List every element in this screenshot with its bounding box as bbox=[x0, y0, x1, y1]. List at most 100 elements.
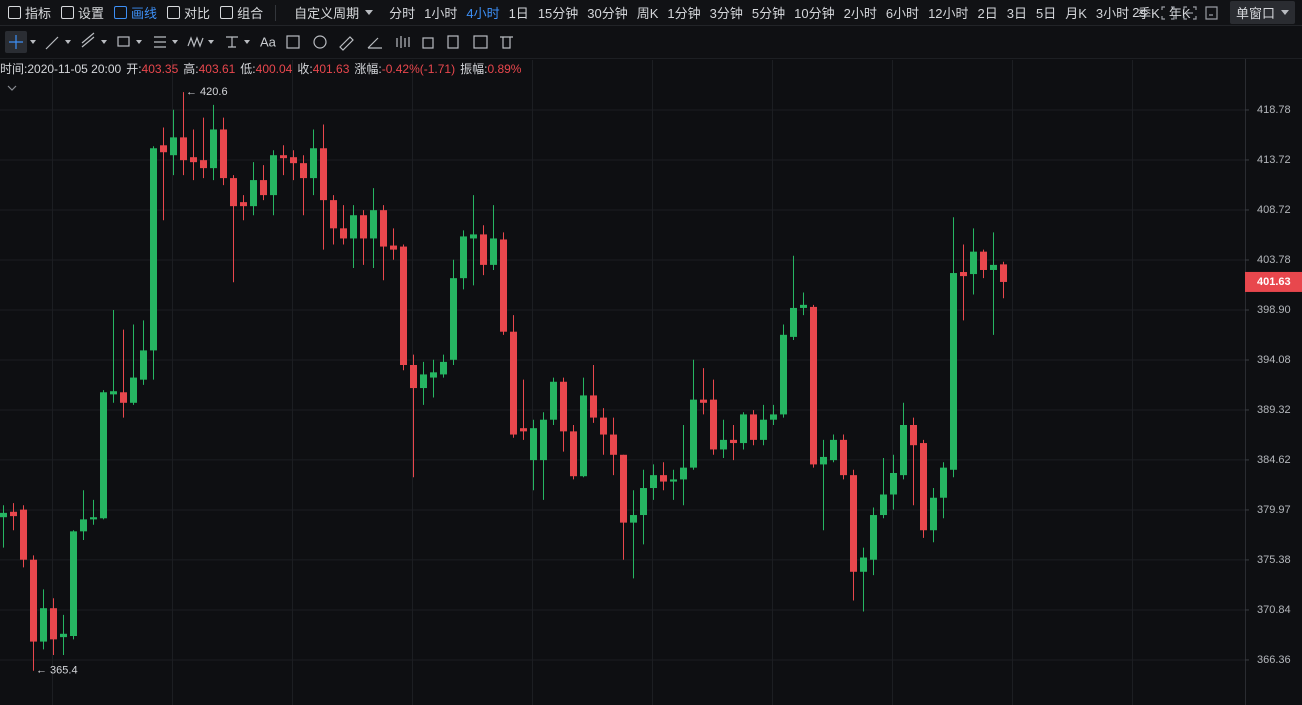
menu-item[interactable]: 对比 bbox=[167, 3, 210, 22]
period[interactable]: 6小时 bbox=[885, 6, 920, 21]
candle-body bbox=[700, 399, 707, 403]
candle-body bbox=[720, 439, 727, 450]
menu-icon bbox=[220, 6, 234, 19]
period[interactable]: 10分钟 bbox=[794, 6, 835, 21]
candle-body bbox=[320, 148, 327, 201]
candle-body bbox=[400, 246, 407, 366]
period[interactable]: 5日 bbox=[1036, 6, 1057, 21]
candle-body bbox=[920, 443, 927, 531]
period[interactable]: 季K bbox=[1138, 6, 1160, 21]
period[interactable]: 月K bbox=[1065, 6, 1087, 21]
candle-body bbox=[410, 365, 417, 389]
candle-body bbox=[610, 434, 617, 455]
max-annotation: ← 420.6 bbox=[186, 86, 228, 98]
period[interactable]: 分时 bbox=[389, 6, 416, 21]
collapse-chevron[interactable] bbox=[7, 85, 17, 91]
menu-item[interactable]: 设置 bbox=[61, 3, 104, 22]
candle-body bbox=[840, 439, 847, 476]
candle-body bbox=[880, 494, 887, 516]
magnet-tool[interactable] bbox=[313, 35, 327, 49]
period[interactable]: 周K bbox=[636, 6, 659, 21]
candle-body bbox=[580, 395, 587, 477]
candle-body bbox=[210, 129, 217, 169]
min-annotation: ← 365.4 bbox=[36, 665, 78, 677]
dropdown-caret bbox=[1281, 10, 1289, 15]
ruler-tool[interactable] bbox=[339, 36, 354, 51]
candle-body bbox=[150, 148, 157, 351]
custom-period[interactable]: 自定义周期 bbox=[294, 3, 374, 22]
fullscreen-icon[interactable] bbox=[1161, 5, 1175, 20]
candle-body bbox=[120, 392, 127, 403]
menu-icon bbox=[61, 6, 75, 19]
window-icon[interactable] bbox=[1205, 5, 1218, 20]
candle-body bbox=[270, 155, 277, 196]
period[interactable]: 30分钟 bbox=[587, 6, 628, 21]
menu-item[interactable]: 画线 bbox=[114, 3, 157, 22]
candle-body bbox=[260, 180, 267, 196]
period[interactable]: 3分钟 bbox=[709, 6, 743, 21]
candle-body bbox=[100, 392, 107, 519]
menu-icon bbox=[167, 6, 181, 19]
period[interactable]: 1分钟 bbox=[667, 6, 701, 21]
fib-tool[interactable] bbox=[154, 36, 166, 48]
line-tool[interactable] bbox=[45, 36, 59, 50]
text-tool[interactable]: Aa bbox=[260, 34, 277, 49]
menu-item[interactable]: 指标 bbox=[8, 3, 51, 22]
period[interactable]: 15分钟 bbox=[537, 6, 579, 21]
y-tick-label: 408.72 bbox=[1257, 204, 1291, 216]
y-tick-label: 403.78 bbox=[1257, 254, 1291, 266]
period[interactable]: 2日 bbox=[977, 6, 998, 21]
delete-tool[interactable] bbox=[500, 36, 513, 49]
top-menu-bar: 指标 设置 画线 对比 组合 自定义周期 分时 1小时 4小时 1日 15分钟 30分钟 周K 1分钟… bbox=[0, 0, 1302, 26]
period[interactable]: 12小时 bbox=[928, 6, 969, 21]
menu: 指标 设置 画线 对比 组合 bbox=[0, 3, 265, 22]
candle-body bbox=[550, 381, 557, 420]
period[interactable]: 1小时 bbox=[424, 6, 458, 21]
info-label: 时间: bbox=[0, 62, 27, 76]
candle-body bbox=[510, 331, 517, 435]
tool-carets bbox=[30, 40, 250, 44]
refresh-interval[interactable]: 2s bbox=[1132, 5, 1146, 20]
period[interactable]: 4小时 bbox=[466, 6, 500, 21]
brush-tool[interactable] bbox=[367, 37, 382, 49]
candle-body bbox=[740, 414, 747, 444]
period[interactable]: 1日 bbox=[508, 6, 529, 21]
period[interactable]: 5分钟 bbox=[751, 6, 786, 21]
rect-tool[interactable] bbox=[117, 36, 130, 47]
period[interactable]: 2小时 bbox=[843, 6, 877, 21]
channel-tool[interactable] bbox=[81, 32, 95, 48]
crosshair-tool[interactable] bbox=[9, 35, 23, 49]
candle-body bbox=[190, 157, 197, 163]
candle-body bbox=[970, 251, 977, 275]
screenshot-tool[interactable] bbox=[473, 35, 488, 49]
expand-icon[interactable] bbox=[1183, 5, 1197, 20]
pattern-tool[interactable] bbox=[286, 35, 300, 49]
menu-item[interactable]: 组合 bbox=[220, 3, 263, 22]
info-label: 涨幅: bbox=[354, 61, 381, 76]
copy-tool[interactable] bbox=[447, 35, 459, 49]
menu-label: 指标 bbox=[25, 6, 52, 21]
wave-tool[interactable] bbox=[187, 36, 204, 48]
candle-body bbox=[690, 399, 697, 468]
candle-body bbox=[130, 377, 137, 403]
candle-body bbox=[440, 361, 447, 375]
measure-tool[interactable] bbox=[226, 36, 238, 48]
y-tick-label: 389.32 bbox=[1257, 404, 1291, 416]
candle-body bbox=[790, 307, 797, 337]
window-mode-button[interactable]: 单窗口 bbox=[1229, 1, 1295, 24]
y-tick-label: 366.36 bbox=[1257, 654, 1291, 666]
candle-body bbox=[300, 163, 307, 179]
menu-label: 画线 bbox=[131, 6, 158, 21]
period[interactable]: 3小时 bbox=[1095, 6, 1130, 21]
lock-tool[interactable] bbox=[422, 37, 434, 49]
candle-body bbox=[500, 239, 507, 332]
candle-body bbox=[750, 414, 757, 440]
candle-body bbox=[220, 129, 227, 179]
candle-body bbox=[460, 236, 467, 279]
bars-tool[interactable] bbox=[396, 36, 410, 48]
candle-body bbox=[950, 273, 957, 470]
period[interactable]: 3日 bbox=[1006, 6, 1027, 21]
candle-body bbox=[10, 511, 17, 517]
